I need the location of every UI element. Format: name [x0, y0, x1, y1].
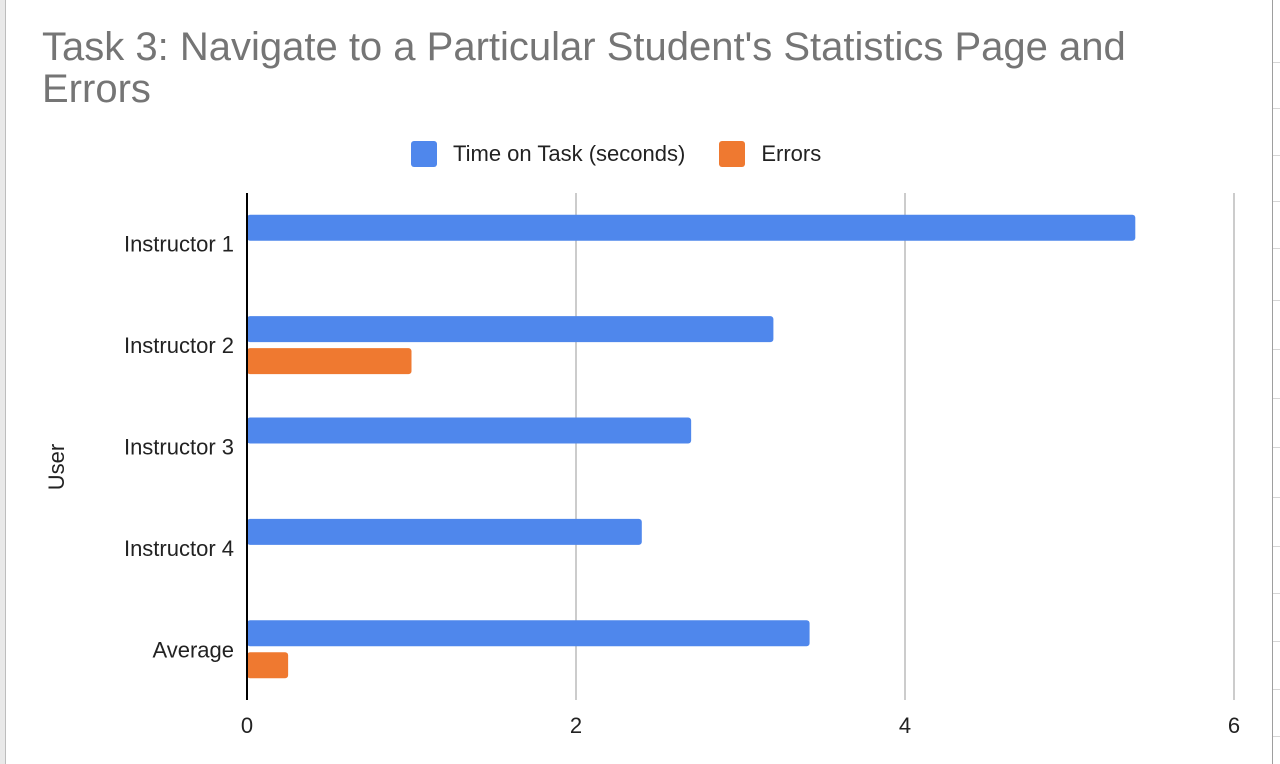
bar-time-on-task: [247, 518, 642, 545]
sheet-right-edge: [1272, 0, 1280, 764]
sheet-row-tick: [1273, 349, 1280, 350]
sheet-row-tick: [1273, 398, 1280, 399]
x-tick-label: 0: [241, 713, 253, 738]
y-category-label: Instructor 1: [124, 232, 234, 257]
legend-item-time: Time on Task (seconds): [411, 141, 685, 167]
x-tick-label: 4: [899, 713, 911, 738]
chart-title: Task 3: Navigate to a Particular Student…: [42, 25, 1126, 111]
legend-swatch-time: [411, 141, 437, 167]
bar-errors: [247, 652, 289, 679]
legend-label-time: Time on Task (seconds): [453, 141, 686, 166]
y-category-label: Instructor 4: [124, 536, 234, 561]
sheet-row-tick: [1273, 62, 1280, 63]
x-tick-label: 2: [570, 713, 582, 738]
sheet-row-tick: [1273, 689, 1280, 690]
y-category-label: Instructor 2: [124, 333, 234, 358]
sheet-row-tick: [1273, 447, 1280, 448]
sheet-row-tick: [1273, 546, 1280, 547]
sheet-row-tick: [1273, 641, 1280, 642]
sheet-row-tick: [1273, 248, 1280, 249]
bar-errors: [247, 348, 412, 375]
sheet-row-tick: [1273, 497, 1280, 498]
sheet-row-tick: [1273, 300, 1280, 301]
bar-time-on-task: [247, 214, 1136, 241]
x-tick-label: 6: [1228, 713, 1240, 738]
y-category-label: Instructor 3: [124, 435, 234, 460]
y-category-label: Average: [152, 637, 234, 662]
bar-time-on-task: [247, 316, 774, 343]
bar-time-on-task: [247, 620, 810, 647]
sheet-row-tick: [1273, 155, 1280, 156]
bar-time-on-task: [247, 417, 692, 444]
legend-label-errors: Errors: [761, 141, 822, 166]
sheet-row-tick: [1273, 201, 1280, 202]
sheet-row-tick: [1273, 108, 1280, 109]
sheet-row-tick: [1273, 736, 1280, 737]
legend-item-errors: Errors: [719, 141, 821, 167]
sheet-row-tick: [1273, 593, 1280, 594]
chart-legend: Time on Task (seconds) Errors: [411, 140, 855, 168]
legend-swatch-errors: [719, 141, 746, 167]
sheet-left-edge: [0, 0, 6, 764]
